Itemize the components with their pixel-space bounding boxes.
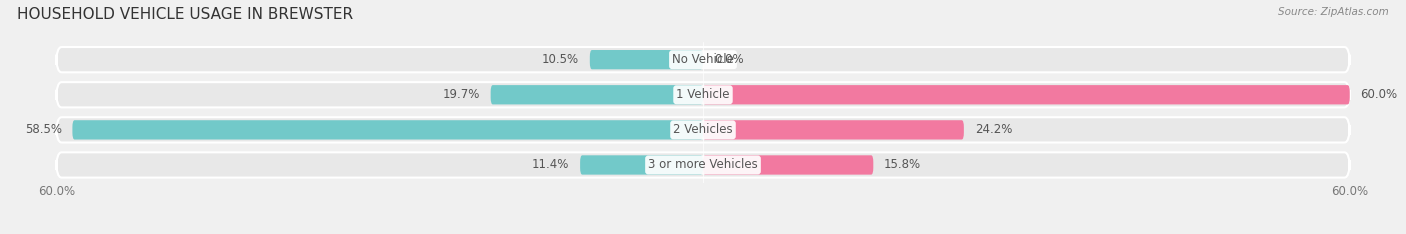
- Text: 11.4%: 11.4%: [531, 158, 569, 172]
- FancyBboxPatch shape: [703, 85, 1350, 104]
- FancyBboxPatch shape: [56, 117, 1350, 143]
- Text: 19.7%: 19.7%: [443, 88, 479, 101]
- FancyBboxPatch shape: [591, 50, 703, 69]
- Text: 1 Vehicle: 1 Vehicle: [676, 88, 730, 101]
- FancyBboxPatch shape: [56, 82, 1350, 107]
- FancyBboxPatch shape: [581, 155, 703, 175]
- FancyBboxPatch shape: [703, 155, 873, 175]
- Text: Source: ZipAtlas.com: Source: ZipAtlas.com: [1278, 7, 1389, 17]
- Text: HOUSEHOLD VEHICLE USAGE IN BREWSTER: HOUSEHOLD VEHICLE USAGE IN BREWSTER: [17, 7, 353, 22]
- Text: 15.8%: 15.8%: [884, 158, 921, 172]
- FancyBboxPatch shape: [56, 47, 1350, 72]
- Text: 0.0%: 0.0%: [714, 53, 744, 66]
- FancyBboxPatch shape: [703, 120, 965, 139]
- Text: No Vehicle: No Vehicle: [672, 53, 734, 66]
- FancyBboxPatch shape: [73, 120, 703, 139]
- Text: 10.5%: 10.5%: [541, 53, 579, 66]
- FancyBboxPatch shape: [56, 152, 1350, 178]
- Text: 2 Vehicles: 2 Vehicles: [673, 123, 733, 136]
- FancyBboxPatch shape: [491, 85, 703, 104]
- Text: 3 or more Vehicles: 3 or more Vehicles: [648, 158, 758, 172]
- Text: 24.2%: 24.2%: [974, 123, 1012, 136]
- Text: 60.0%: 60.0%: [1361, 88, 1398, 101]
- Text: 58.5%: 58.5%: [25, 123, 62, 136]
